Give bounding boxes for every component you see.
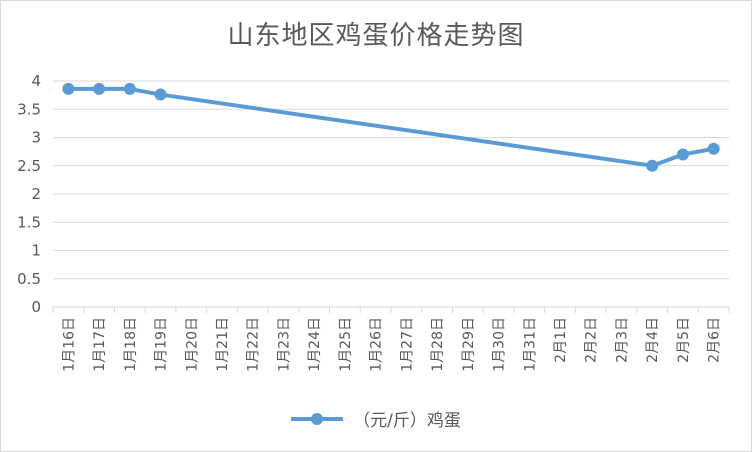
line-chart: 00.511.522.533.54 1月16日 1月17日 1月18日 1月19日 1月…: [17, 72, 730, 372]
x-tick-label: 2月1日: [553, 317, 569, 363]
x-tick-label: 1月26日: [369, 317, 385, 372]
data-point: [676, 148, 689, 161]
x-tick-label: 1月22日: [246, 317, 262, 372]
legend: （元/斤）鸡蛋: [1, 406, 751, 431]
y-tick-label: 0.5: [17, 270, 41, 288]
y-tick-label: 2: [31, 185, 41, 203]
gridlines: [52, 80, 730, 313]
x-axis-ticks: 1月16日 1月17日 1月18日 1月19日 1月20日 1月21日 1月22日 1月23日…: [61, 317, 722, 372]
chart-title: 山东地区鸡蛋价格走势图: [227, 21, 525, 51]
series-line: [66, 86, 716, 168]
data-point: [154, 88, 167, 101]
y-tick-label: 1.5: [17, 213, 41, 231]
y-tick-label: 3.5: [17, 100, 41, 118]
data-point: [707, 142, 720, 155]
x-tick-label: 1月28日: [430, 317, 446, 372]
x-tick-label: 1月19日: [154, 317, 170, 372]
x-tick-label: 2月6日: [707, 317, 723, 363]
y-axis-ticks: 0 0.5 1 1.5 2 2.5 3 3.5 4: [17, 72, 41, 316]
x-tick-label: 1月27日: [399, 317, 415, 372]
legend-label: （元/斤）鸡蛋: [353, 411, 461, 431]
y-tick-label: 2.5: [17, 157, 41, 175]
legend-swatch: [291, 412, 344, 425]
x-tick-label: 1月29日: [461, 317, 477, 372]
x-tick-label: 1月17日: [92, 317, 108, 372]
x-tick-label: 1月21日: [215, 317, 231, 372]
data-point: [646, 159, 659, 172]
x-tick-label: 1月25日: [338, 317, 354, 372]
x-tick-label: 1月24日: [307, 317, 323, 372]
data-point: [93, 82, 106, 95]
series-layer: [62, 82, 720, 172]
x-tick-label: 1月16日: [61, 317, 77, 372]
x-tick-label: 1月31日: [522, 317, 538, 372]
x-tick-label: 1月23日: [276, 317, 292, 372]
x-tick-label: 2月2日: [584, 317, 600, 363]
y-tick-label: 1: [31, 242, 41, 260]
x-tick-label: 2月5日: [676, 317, 692, 363]
data-point: [62, 82, 75, 95]
data-point: [123, 82, 136, 95]
x-tick-label: 1月30日: [492, 317, 508, 372]
x-tick-label: 2月4日: [645, 317, 661, 363]
x-tick-label: 1月18日: [123, 317, 139, 372]
x-tick-label: 1月20日: [184, 317, 200, 372]
x-tick-label: 2月3日: [614, 317, 630, 363]
y-tick-label: 3: [31, 129, 41, 147]
legend-marker: [311, 412, 324, 425]
y-tick-label: 4: [31, 72, 41, 90]
y-tick-label: 0: [31, 298, 41, 316]
